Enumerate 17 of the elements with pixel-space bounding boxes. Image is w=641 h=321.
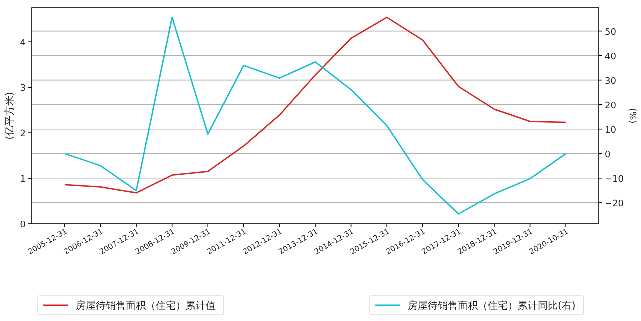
y2-tick-label: 0 [605,150,611,160]
y2-axis-title: (%) [627,108,637,124]
y2-tick-label: −20 [605,199,624,210]
y-tick-label: 3 [20,84,26,94]
y2-tick-label: 10 [605,126,617,136]
y-tick-label: 2 [20,130,26,140]
y-tick-label: 0 [20,220,26,230]
y2-tick-label: 50 [605,28,617,38]
legend-label: 房屋待销售面积（住宅）累计同比(右) [408,300,576,312]
y-tick-label: 1 [20,175,26,186]
y2-tick-label: 40 [605,52,617,62]
legend-label: 房屋待销售面积（住宅）累计值 [76,300,216,312]
y-tick-label: 4 [20,38,26,49]
y2-tick-label: 20 [605,101,617,112]
y2-tick-label: 30 [605,76,617,87]
y2-tick-label: −10 [605,174,624,185]
y-axis-title: (亿平方米) [4,92,16,140]
